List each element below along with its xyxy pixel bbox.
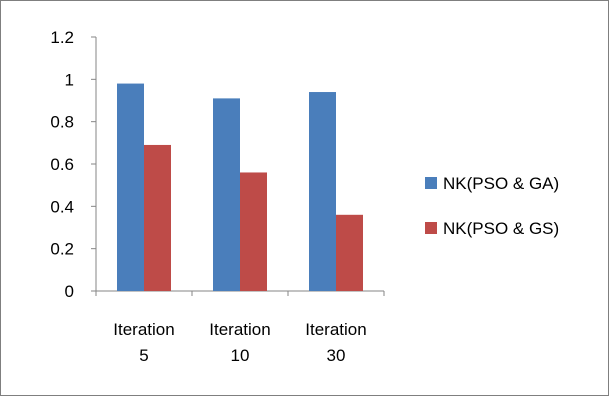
y-tick-label: 0 (65, 282, 74, 301)
y-tick-label: 0.8 (50, 113, 74, 132)
y-tick-label: 1 (65, 70, 74, 89)
y-tick-label: 0.6 (50, 155, 74, 174)
bar (309, 92, 336, 292)
bar (240, 172, 267, 291)
y-tick-label: 1.2 (50, 28, 74, 47)
tick-labels: 0 0.2 0.4 0.6 0.8 1 1.2 Iteration 5 Iteration 10 It… (50, 28, 366, 365)
bar (336, 214, 363, 291)
x-category-label: 30 (327, 346, 346, 365)
legend: NK(PSO & GA) NK(PSO & GS) (425, 174, 559, 238)
legend-swatch (425, 177, 437, 189)
x-category-label: Iteration (305, 320, 366, 339)
y-tick-label: 0.4 (50, 197, 74, 216)
x-category-label: 5 (139, 346, 148, 365)
bar (144, 144, 171, 291)
legend-swatch (425, 222, 437, 234)
legend-label: NK(PSO & GA) (443, 174, 559, 193)
bar (117, 83, 144, 291)
x-category-label: 10 (231, 346, 250, 365)
bar (213, 98, 240, 291)
x-category-label: Iteration (209, 320, 270, 339)
y-tick-label: 0.2 (50, 240, 74, 259)
bars (117, 83, 363, 292)
x-category-label: Iteration (113, 320, 174, 339)
legend-label: NK(PSO & GS) (443, 219, 559, 238)
